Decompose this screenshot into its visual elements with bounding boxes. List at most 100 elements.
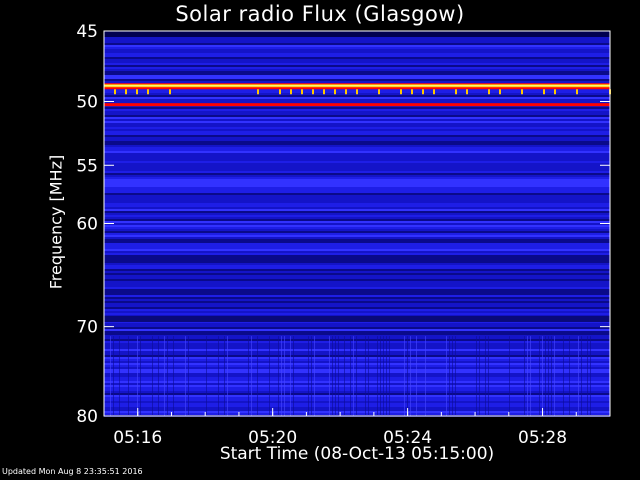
spectral-row — [104, 117, 610, 119]
spectral-row — [104, 279, 610, 281]
spectral-row — [104, 241, 610, 243]
spectral-row — [104, 115, 610, 117]
spectral-row — [104, 281, 610, 283]
noise-streak — [377, 336, 378, 416]
spectral-row — [104, 159, 610, 161]
spectral-row — [104, 71, 610, 73]
spectral-row — [104, 61, 610, 63]
noise-streak — [329, 336, 330, 416]
chart-title: Solar radio Flux (Glasgow) — [175, 2, 465, 26]
spectral-row — [104, 167, 610, 169]
spectral-row — [104, 77, 610, 79]
spectral-row — [104, 203, 610, 205]
spectral-row — [104, 169, 610, 171]
interference-tick — [400, 89, 402, 95]
noise-streak — [284, 336, 285, 416]
interference-tick — [279, 89, 281, 95]
spectral-row — [104, 225, 610, 227]
spectral-row — [104, 51, 610, 53]
noise-streak — [290, 336, 291, 416]
spectral-row — [104, 109, 610, 111]
interference-tick — [422, 89, 424, 95]
spectral-row — [104, 231, 610, 233]
noise-streak — [350, 336, 351, 416]
spectral-row — [104, 53, 610, 55]
y-tick-label: 45 — [76, 22, 98, 42]
noise-streak — [128, 336, 129, 416]
spectral-row — [104, 213, 610, 215]
interference-tick — [301, 89, 303, 95]
spectral-row — [104, 209, 610, 211]
updated-timestamp: Updated Mon Aug 8 23:35:51 2016 — [2, 467, 143, 476]
interference-tick — [521, 89, 523, 95]
spectral-row — [104, 243, 610, 245]
spectral-row — [104, 205, 610, 207]
spectral-row — [104, 99, 610, 101]
noise-streak — [389, 336, 390, 416]
interference-tick — [290, 89, 292, 95]
spectral-row — [104, 219, 610, 221]
spectral-row — [104, 215, 610, 217]
spectral-row — [104, 37, 610, 39]
spectral-row — [104, 171, 610, 173]
spectral-row — [104, 251, 610, 253]
noise-streak — [248, 336, 249, 416]
spectral-row — [104, 311, 610, 313]
noise-streak — [569, 336, 570, 416]
noise-streak — [590, 336, 591, 416]
spectral-row — [104, 55, 610, 57]
noise-streak — [173, 336, 174, 416]
spectral-row — [104, 277, 610, 279]
interference-tick — [576, 89, 578, 95]
noise-streak — [383, 336, 384, 416]
spectral-row — [104, 249, 610, 251]
x-tick-label: 05:24 — [383, 428, 432, 448]
spectral-row — [104, 173, 610, 175]
spectral-row — [104, 49, 610, 51]
spectral-row — [104, 237, 610, 239]
noise-streak — [407, 336, 408, 416]
spectral-row — [104, 185, 610, 187]
noise-streak — [551, 336, 552, 416]
noise-streak — [530, 336, 531, 416]
spectrogram-bands — [104, 31, 611, 417]
noise-streak — [449, 336, 450, 416]
spectral-row — [104, 217, 610, 219]
interference-tick — [433, 89, 435, 95]
spectral-row — [104, 119, 610, 121]
weak-band — [104, 315, 610, 322]
spectral-row — [104, 263, 610, 265]
y-tick-label: 50 — [76, 93, 98, 113]
interference-tick — [323, 89, 325, 95]
spectral-row — [104, 143, 610, 145]
spectral-row — [104, 271, 610, 273]
interference-tick — [345, 89, 347, 95]
spectral-row — [104, 239, 610, 241]
spectral-row — [104, 67, 610, 69]
spectral-row — [104, 187, 610, 189]
noise-streak — [152, 336, 153, 416]
interference-tick — [378, 89, 380, 95]
spectral-row — [104, 137, 610, 139]
interference-tick — [411, 89, 413, 95]
noise-streak — [356, 336, 357, 416]
noise-streak — [425, 336, 426, 416]
noise-streak — [554, 336, 555, 416]
spectral-row — [104, 79, 610, 81]
spectral-row — [104, 65, 610, 67]
spectral-row — [104, 163, 610, 165]
noise-streak — [185, 336, 186, 416]
spectral-row — [104, 293, 610, 295]
spectral-row — [104, 329, 610, 331]
spectral-row — [104, 133, 610, 135]
noise-streak — [338, 336, 339, 416]
spectral-row — [104, 255, 610, 257]
secondary-band — [104, 103, 610, 107]
spectral-row — [104, 283, 610, 285]
interference-tick — [257, 89, 259, 95]
noise-streak — [365, 336, 366, 416]
spectral-row — [104, 235, 610, 237]
y-tick-label: 80 — [76, 407, 98, 427]
y-axis: 45 50 55 60 70 80 — [76, 22, 610, 427]
